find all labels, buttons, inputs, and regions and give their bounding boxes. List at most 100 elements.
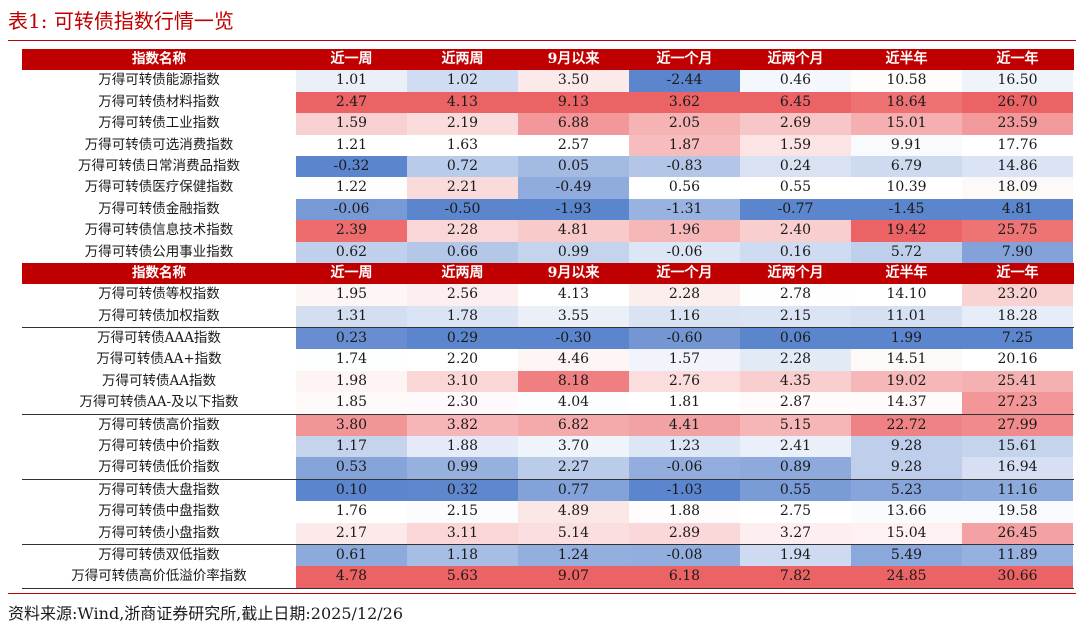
- value-cell: 2.56: [407, 284, 518, 306]
- value-cell: 2.15: [740, 305, 851, 328]
- value-cell: 0.24: [740, 155, 851, 178]
- value-cell: 4.13: [407, 91, 518, 114]
- value-cell: 4.35: [740, 370, 851, 393]
- header-row-section2: 指数名称 近一周 近两周 9月以来 近一个月 近两个月 近半年 近一年: [22, 262, 1074, 285]
- index-name: 万得可转债大盘指数: [98, 481, 220, 498]
- table-row: 万得可转债金融指数 -0.06 -0.50 -1.93 -1.31 -0.77 -1.45 4…: [22, 198, 1074, 221]
- value-cell: 15.01: [851, 113, 962, 135]
- value-cell: 0.56: [629, 177, 740, 199]
- value-cell: 3.82: [407, 414, 518, 437]
- value-cell: 23.59: [962, 113, 1073, 135]
- index-name: 万得可转债中盘指数: [98, 503, 220, 520]
- value-cell: 13.66: [851, 501, 962, 523]
- value-cell: 1.23: [629, 436, 740, 458]
- value-cell: -0.06: [629, 457, 740, 479]
- value-cell: 0.10: [296, 479, 407, 502]
- value-cell: 2.69: [740, 113, 851, 135]
- table-row: 万得可转债AA+指数 1.74 2.20 4.46 1.57 2.28 14.51 20.16: [22, 349, 1074, 371]
- index-name: 万得可转债日常消费品指数: [78, 157, 240, 174]
- column-header: 近两个月: [767, 264, 824, 281]
- value-cell: 10.39: [851, 177, 962, 199]
- value-cell: 1.74: [296, 349, 407, 371]
- value-cell: 26.70: [962, 91, 1073, 114]
- value-cell: 14.86: [962, 155, 1073, 178]
- value-cell: 6.88: [518, 113, 629, 135]
- value-cell: 2.87: [740, 392, 851, 414]
- value-cell: 0.32: [407, 479, 518, 502]
- value-cell: 2.27: [518, 457, 629, 479]
- value-cell: 16.50: [962, 70, 1073, 92]
- value-cell: 2.47: [296, 91, 407, 114]
- column-header: 近一年: [996, 51, 1039, 67]
- value-cell: 1.78: [407, 305, 518, 328]
- value-cell: 2.21: [407, 177, 518, 199]
- value-cell: 30.66: [962, 566, 1073, 588]
- value-cell: 18.09: [962, 177, 1073, 199]
- value-cell: 0.55: [740, 177, 851, 199]
- column-header: 近一年: [996, 264, 1039, 281]
- value-cell: 0.29: [407, 328, 518, 350]
- value-cell: 11.01: [851, 305, 962, 328]
- value-cell: 0.72: [407, 155, 518, 178]
- value-cell: 22.72: [851, 414, 962, 437]
- index-name: 万得可转债等权指数: [98, 286, 220, 303]
- value-cell: 0.89: [740, 457, 851, 479]
- column-header: 近一周: [330, 51, 373, 67]
- index-name: 万得可转债AA+指数: [96, 351, 222, 368]
- value-cell: 4.04: [518, 392, 629, 414]
- value-cell: 5.23: [851, 479, 962, 502]
- value-cell: 1.02: [407, 70, 518, 92]
- table-row: 万得可转债AAA指数 0.23 0.29 -0.30 -0.60 0.06 1.99 7.25: [22, 327, 1074, 350]
- value-cell: 1.17: [296, 436, 407, 458]
- table-row: 万得可转债材料指数 2.47 4.13 9.13 3.62 6.45 18.64 26.70: [22, 91, 1074, 114]
- index-name: 万得可转债AAA指数: [97, 330, 221, 347]
- value-cell: 1.21: [296, 134, 407, 156]
- column-header: 近一周: [330, 264, 373, 281]
- value-cell: 1.24: [518, 544, 629, 567]
- value-cell: 1.57: [629, 349, 740, 371]
- column-header: 近一个月: [656, 264, 713, 281]
- table-row: 万得可转债高价指数 3.80 3.82 6.82 4.41 5.15 22.72 27.99: [22, 413, 1074, 437]
- value-cell: 18.64: [851, 91, 962, 114]
- index-name: 万得可转债公用事业指数: [84, 243, 234, 260]
- value-cell: 5.14: [518, 522, 629, 544]
- value-cell: 0.46: [740, 70, 851, 92]
- value-cell: 2.28: [629, 284, 740, 306]
- value-cell: 20.16: [962, 349, 1073, 371]
- value-cell: 27.99: [962, 414, 1073, 437]
- value-cell: 2.41: [740, 436, 851, 458]
- value-cell: 24.85: [851, 566, 962, 588]
- value-cell: -0.83: [629, 155, 740, 178]
- value-cell: -0.08: [629, 544, 740, 567]
- column-header: 近两周: [441, 51, 484, 67]
- column-header: 指数名称: [132, 51, 186, 67]
- title-divider: [8, 40, 1076, 41]
- table-row: 万得可转债等权指数 1.95 2.56 4.13 2.28 2.78 14.10 23.20: [22, 284, 1074, 306]
- value-cell: 17.76: [962, 134, 1073, 156]
- value-cell: -0.30: [518, 328, 629, 350]
- value-cell: 0.16: [740, 241, 851, 263]
- value-cell: 25.41: [962, 370, 1073, 393]
- value-cell: 6.45: [740, 91, 851, 114]
- value-cell: 1.76: [296, 501, 407, 523]
- value-cell: 3.55: [518, 305, 629, 328]
- value-cell: -1.31: [629, 198, 740, 221]
- value-cell: 2.15: [407, 501, 518, 523]
- value-cell: 15.04: [851, 522, 962, 544]
- column-header: 近两周: [441, 264, 484, 281]
- index-name: 万得可转债工业指数: [98, 115, 220, 132]
- value-cell: 9.07: [518, 566, 629, 588]
- table-row: 万得可转债加权指数 1.31 1.78 3.55 1.16 2.15 11.01 18.28: [22, 305, 1074, 328]
- column-header: 近一个月: [656, 51, 713, 67]
- column-header: 9月以来: [547, 264, 600, 281]
- column-header: 指数名称: [132, 264, 186, 281]
- value-cell: 16.94: [962, 457, 1073, 479]
- value-cell: 1.18: [407, 544, 518, 567]
- value-cell: 1.98: [296, 370, 407, 393]
- value-cell: -1.93: [518, 198, 629, 221]
- value-cell: 0.06: [740, 328, 851, 350]
- table-row: 万得可转债中盘指数 1.76 2.15 4.89 1.88 2.75 13.66 19.58: [22, 501, 1074, 523]
- table-row: 万得可转债公用事业指数 0.62 0.66 0.99 -0.06 0.16 5.72 7.90: [22, 241, 1074, 263]
- value-cell: 2.40: [740, 220, 851, 242]
- value-cell: 1.16: [629, 305, 740, 328]
